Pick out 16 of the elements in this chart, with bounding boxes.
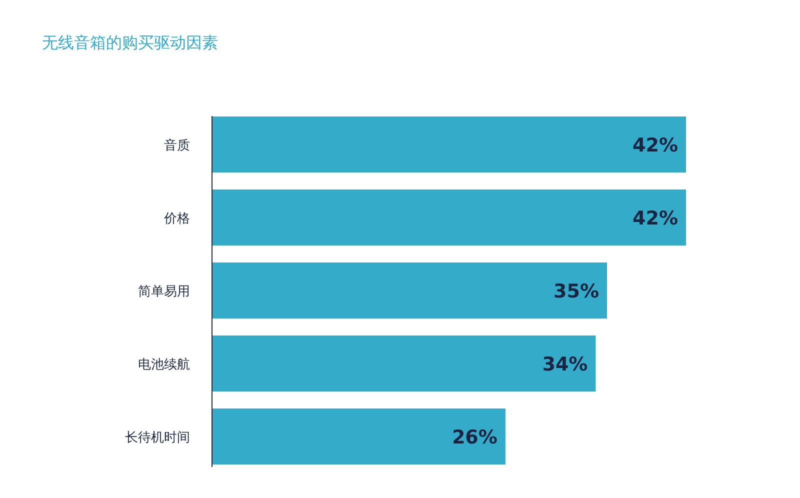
y-tick-label: 音质	[164, 138, 190, 154]
y-tick-label: 价格	[163, 212, 190, 226]
y-tick-label: 简单易用	[138, 284, 190, 300]
data-label: 26%	[452, 426, 498, 448]
bar	[212, 262, 607, 318]
bar	[212, 116, 686, 172]
bar	[212, 408, 506, 464]
bar	[212, 190, 686, 246]
y-tick-label: 电池续航	[138, 358, 190, 372]
bar	[212, 336, 596, 392]
y-tick-label: 长待机时间	[125, 430, 190, 446]
data-label: 34%	[542, 354, 588, 376]
data-label: 42%	[632, 134, 678, 156]
chart-title: 无线音箱的购买驱动因素	[42, 33, 218, 52]
data-label: 42%	[632, 208, 678, 230]
data-label: 35%	[554, 280, 599, 302]
